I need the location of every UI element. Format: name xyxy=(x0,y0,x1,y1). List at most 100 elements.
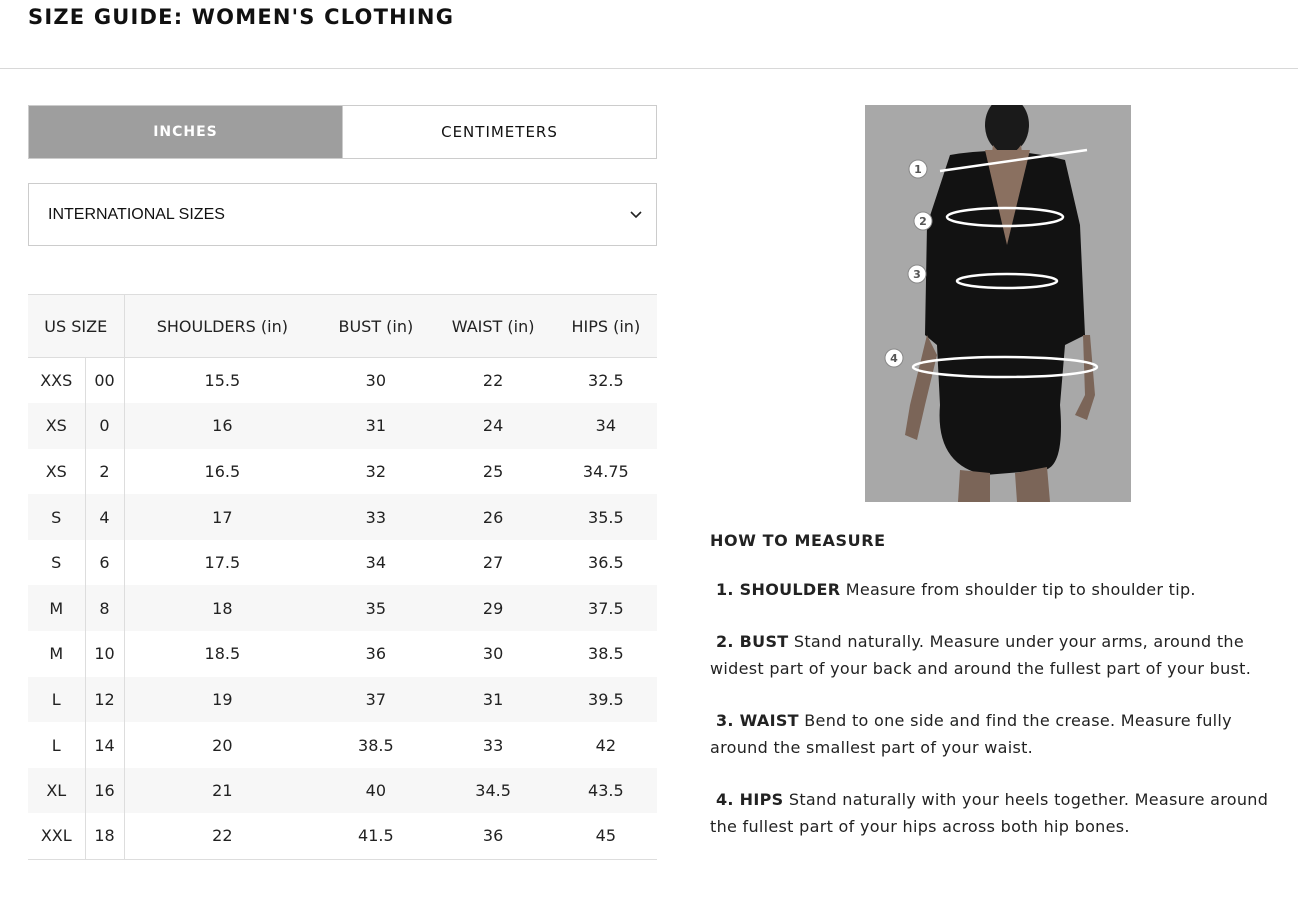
cell-hips: 37.5 xyxy=(554,585,657,632)
cell-size-number: 4 xyxy=(84,494,124,540)
header-us-size: US SIZE xyxy=(28,294,125,358)
cell-size-number: 12 xyxy=(84,676,124,723)
cell-waist: 31 xyxy=(431,676,555,723)
cell-bust: 35 xyxy=(320,585,432,632)
cell-shoulders: 20 xyxy=(123,722,321,768)
header-bust: BUST (in) xyxy=(320,294,432,358)
cell-size-letter: XXS xyxy=(40,371,73,391)
cell-size-number: 10 xyxy=(84,631,124,677)
how-to-shoulder: 1. SHOULDER Measure from shoulder tip to… xyxy=(710,576,1280,603)
cell-waist: 33 xyxy=(482,735,504,755)
cell-hips: 45 xyxy=(554,813,657,860)
table-row: S 4 17 33 26 35.5 xyxy=(28,494,657,540)
cell-bust: 37 xyxy=(320,676,432,723)
table-row: XS 0 16 31 24 34 xyxy=(28,403,657,449)
table-row: S 6 17.5 34 27 36.5 xyxy=(28,539,657,586)
header-shoulders: SHOULDERS (in) xyxy=(124,294,321,358)
item-text: Stand naturally with your heels together… xyxy=(710,790,1269,836)
cell-bust: 40 xyxy=(320,767,432,814)
cell-shoulders: 21 xyxy=(123,767,321,814)
measurement-photo: 1 2 3 4 xyxy=(865,97,1131,502)
cell-size-number: 16 xyxy=(84,767,124,814)
cell-size-letter: L xyxy=(28,676,85,723)
item-label: 3. WAIST xyxy=(716,711,799,730)
table-row: XS 2 16.5 32 25 34.75 xyxy=(28,448,657,495)
item-text: Stand naturally. Measure under your arms… xyxy=(710,632,1252,678)
how-to-hips: 4. HIPS Stand naturally with your heels … xyxy=(710,786,1280,840)
cell-size-number: 0 xyxy=(84,403,124,449)
cell-waist: 26 xyxy=(431,494,555,540)
cell-size-letter: M xyxy=(49,644,64,664)
cell-shoulders: 18 xyxy=(123,585,321,632)
svg-text:2: 2 xyxy=(919,215,927,228)
cell-size-letter: XXL xyxy=(28,813,85,860)
cell-bust: 34 xyxy=(365,553,387,573)
cell-bust: 41.5 xyxy=(320,813,432,860)
cell-hips: 35.5 xyxy=(554,494,657,540)
select-value: INTERNATIONAL SIZES xyxy=(48,205,225,223)
header-hips: HIPS (in) xyxy=(554,294,657,358)
cell-bust: 38.5 xyxy=(358,735,394,755)
tab-centimeters[interactable]: CENTIMETERS xyxy=(342,106,656,158)
cell-shoulders: 15.5 xyxy=(123,357,321,404)
svg-text:1: 1 xyxy=(914,163,922,176)
marker-1: 1 xyxy=(908,159,928,179)
cell-shoulders: 16.5 xyxy=(123,448,321,495)
how-to-waist: 3. WAIST Bend to one side and find the c… xyxy=(710,707,1280,761)
cell-size-letter: XL xyxy=(28,767,85,814)
table-row: M 10 18.5 36 30 38.5 xyxy=(28,631,657,677)
cell-size-letter: L xyxy=(51,735,61,755)
item-label: 4. HIPS xyxy=(716,790,784,809)
cell-shoulders: 18.5 xyxy=(123,631,321,677)
cell-size-letter: XS xyxy=(45,461,67,481)
table-row: L 12 19 37 31 39.5 xyxy=(28,676,657,723)
cell-waist: 22 xyxy=(482,371,504,391)
cell-hips: 38.5 xyxy=(588,644,624,664)
cell-bust: 32 xyxy=(365,461,387,481)
cell-size-letter: M xyxy=(28,585,85,632)
page-title: SIZE GUIDE: WOMEN'S CLOTHING xyxy=(28,5,455,29)
unit-tabs: INCHES CENTIMETERS xyxy=(28,105,657,159)
header-waist: WAIST (in) xyxy=(431,294,555,358)
size-table: US SIZE SHOULDERS (in) BUST (in) WAIST (… xyxy=(28,294,657,860)
cell-size-number: 18 xyxy=(84,813,124,860)
cell-size-number: 14 xyxy=(84,722,124,768)
cell-waist: 29 xyxy=(431,585,555,632)
how-to-heading: HOW TO MEASURE xyxy=(710,531,886,550)
how-to-bust: 2. BUST Stand naturally. Measure under y… xyxy=(710,628,1280,682)
svg-text:3: 3 xyxy=(913,268,921,281)
table-row: XXL 18 22 41.5 36 45 xyxy=(28,813,657,860)
cell-waist: 27 xyxy=(482,553,504,573)
size-system-select[interactable]: INTERNATIONAL SIZES xyxy=(28,183,657,246)
cell-size-number: 00 xyxy=(84,357,124,404)
chevron-down-icon xyxy=(630,206,642,224)
cell-size-number: 8 xyxy=(84,585,124,632)
cell-size-letter: S xyxy=(28,494,85,540)
item-text: Measure from shoulder tip to shoulder ti… xyxy=(840,580,1196,599)
cell-shoulders: 17 xyxy=(123,494,321,540)
cell-hips: 39.5 xyxy=(554,676,657,723)
how-to-measure: HOW TO MEASURE 1. SHOULDER Measure from … xyxy=(710,531,1280,865)
cell-hips: 34.75 xyxy=(582,461,629,481)
cell-size-letter: S xyxy=(51,553,62,573)
cell-waist: 36 xyxy=(431,813,555,860)
cell-waist: 25 xyxy=(482,461,504,481)
table-row: XL 16 21 40 34.5 43.5 xyxy=(28,767,657,814)
marker-2: 2 xyxy=(913,211,933,231)
cell-bust: 33 xyxy=(320,494,432,540)
cell-hips: 42 xyxy=(595,735,617,755)
tab-inches[interactable]: INCHES xyxy=(29,106,342,158)
cell-waist: 34.5 xyxy=(431,767,555,814)
cell-waist: 24 xyxy=(431,403,555,449)
table-row: M 8 18 35 29 37.5 xyxy=(28,585,657,632)
item-label: 1. SHOULDER xyxy=(716,580,841,599)
cell-hips: 36.5 xyxy=(588,553,624,573)
cell-waist: 30 xyxy=(482,644,504,664)
cell-shoulders: 19 xyxy=(123,676,321,723)
table-row: XXS 00 15.5 30 22 32.5 xyxy=(28,357,657,404)
cell-size-letter: XS xyxy=(28,403,85,449)
cell-bust: 36 xyxy=(365,644,387,664)
cell-hips: 34 xyxy=(554,403,657,449)
cell-shoulders: 17.5 xyxy=(123,539,321,586)
cell-size-number: 6 xyxy=(84,539,124,586)
